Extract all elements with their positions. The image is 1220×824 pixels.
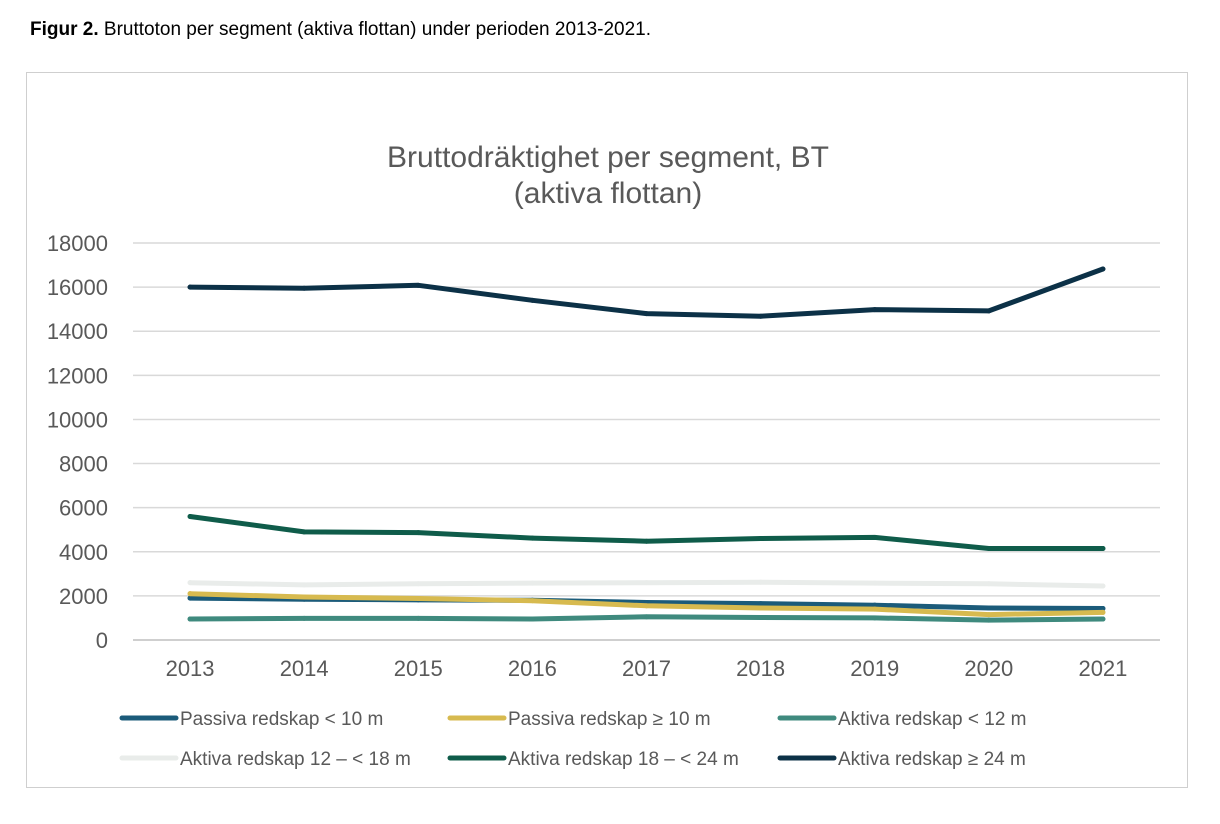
data-point <box>415 530 421 536</box>
series-line-5 <box>187 514 1106 551</box>
data-point <box>187 595 193 601</box>
data-point <box>1100 609 1106 615</box>
data-point <box>529 580 535 586</box>
data-point <box>986 581 992 587</box>
data-point <box>301 529 307 535</box>
data-point <box>187 580 193 586</box>
data-point <box>758 601 764 607</box>
legend-label: Passiva redskap < 10 m <box>180 709 383 730</box>
chart-frame <box>26 72 1188 788</box>
data-point <box>758 313 764 319</box>
x-tick-label: 2014 <box>280 656 329 681</box>
data-point <box>1100 583 1106 589</box>
data-point <box>1100 605 1106 611</box>
data-point <box>529 535 535 541</box>
data-point <box>872 580 878 586</box>
x-tick-label: 2018 <box>736 656 785 681</box>
figure-caption-label: Figur 2. <box>30 19 99 40</box>
figure-caption: Figur 2. Bruttoton per segment (aktiva f… <box>30 18 651 42</box>
legend-label: Aktiva redskap 12 – < 18 m <box>180 749 411 770</box>
legend-label: Passiva redskap ≥ 10 m <box>508 709 711 730</box>
data-point <box>415 581 421 587</box>
data-point <box>187 513 193 519</box>
y-tick-label: 8000 <box>59 452 108 477</box>
x-tick-label: 2020 <box>964 656 1013 681</box>
y-tick-label: 2000 <box>59 584 108 609</box>
data-point <box>187 591 193 597</box>
data-point <box>758 536 764 542</box>
x-tick-label: 2013 <box>166 656 215 681</box>
y-tick-label: 10000 <box>47 407 108 432</box>
data-point <box>1100 545 1106 551</box>
x-tick-label: 2017 <box>622 656 671 681</box>
legend-label: Aktiva redskap ≥ 24 m <box>838 749 1026 770</box>
chart-title-line-1: Bruttodräktighet per segment, BT <box>387 141 829 174</box>
chart-title-line-2: (aktiva flottan) <box>514 177 702 210</box>
x-tick-label: 2019 <box>850 656 899 681</box>
data-point <box>758 615 764 621</box>
x-tick-label: 2016 <box>508 656 557 681</box>
data-point <box>872 615 878 621</box>
y-tick-label: 6000 <box>59 496 108 521</box>
data-point <box>415 615 421 621</box>
data-point <box>415 282 421 288</box>
data-point <box>301 582 307 588</box>
data-point <box>529 616 535 622</box>
data-point <box>872 307 878 313</box>
x-tick-label: 2015 <box>394 656 443 681</box>
data-point <box>986 545 992 551</box>
data-point <box>872 606 878 612</box>
legend-label: Aktiva redskap 18 – < 24 m <box>508 749 739 770</box>
y-tick-label: 0 <box>96 628 108 653</box>
data-point <box>872 602 878 608</box>
data-point <box>986 617 992 623</box>
data-point <box>986 605 992 611</box>
data-point <box>301 594 307 600</box>
data-point <box>1100 616 1106 622</box>
data-point <box>187 616 193 622</box>
data-point <box>986 308 992 314</box>
x-tick-label: 2021 <box>1078 656 1127 681</box>
figure-caption-text: Bruttoton per segment (aktiva flottan) u… <box>98 19 652 40</box>
y-tick-label: 12000 <box>47 363 108 388</box>
data-point <box>644 580 649 586</box>
series-line-6 <box>187 266 1106 319</box>
data-point <box>415 596 421 602</box>
y-tick-label: 18000 <box>47 231 108 256</box>
data-point <box>644 614 649 620</box>
data-point <box>986 612 992 618</box>
data-point <box>644 311 649 317</box>
data-point <box>758 579 764 585</box>
data-point <box>187 284 193 290</box>
data-point <box>644 603 649 609</box>
y-tick-label: 16000 <box>47 275 108 300</box>
y-tick-label: 4000 <box>59 540 108 565</box>
y-tick-label: 14000 <box>47 319 108 344</box>
data-point <box>529 598 535 604</box>
data-point <box>872 534 878 540</box>
data-point <box>529 297 535 303</box>
data-point <box>301 615 307 621</box>
data-point <box>644 538 649 544</box>
legend-label: Aktiva redskap < 12 m <box>838 709 1027 730</box>
data-point <box>301 285 307 291</box>
data-point <box>758 605 764 611</box>
data-point <box>1100 266 1106 272</box>
